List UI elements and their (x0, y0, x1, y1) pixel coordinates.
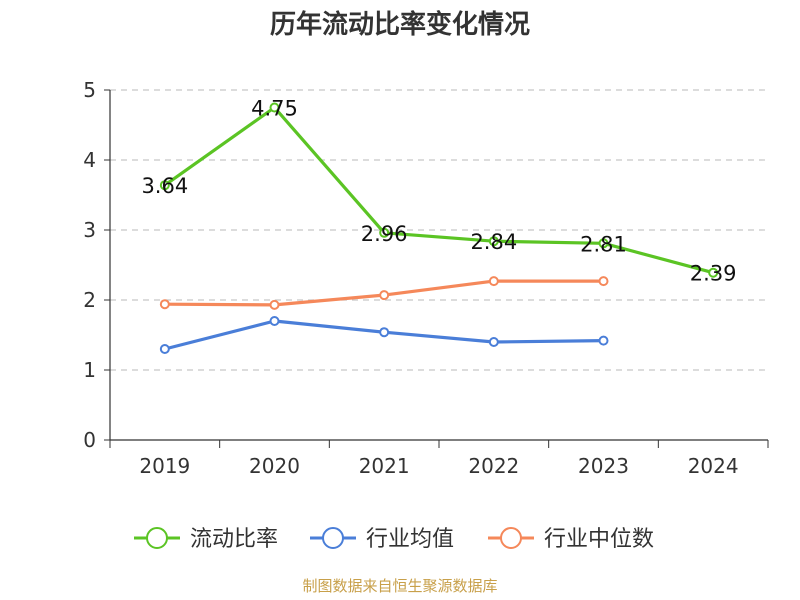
legend[interactable]: 流动比率 行业均值 行业中位数 (134, 527, 654, 552)
y-tick-label: 1 (83, 358, 96, 382)
legend-label: 行业中位数 (544, 527, 654, 552)
data-point[interactable] (708, 267, 719, 278)
x-tick-label: 2023 (578, 454, 629, 478)
data-point[interactable] (159, 299, 170, 310)
axes: 0 1 2 3 4 5 2019 2020 2021 2022 2023 2024 (83, 78, 769, 478)
x-tick-label: 2020 (249, 454, 300, 478)
y-tick-label: 5 (83, 78, 96, 102)
data-point[interactable] (269, 299, 280, 310)
data-point[interactable] (598, 238, 609, 249)
data-point[interactable] (598, 276, 609, 287)
x-tick-label: 2024 (688, 454, 739, 478)
data-point[interactable] (488, 236, 499, 247)
legend-label: 流动比率 (190, 527, 278, 552)
y-tick-label: 2 (83, 288, 96, 312)
series-3 (159, 276, 609, 310)
y-tick-label: 3 (83, 218, 96, 242)
series-2 (159, 316, 609, 354)
data-point[interactable] (488, 276, 499, 287)
legend-label: 行业均值 (366, 527, 454, 552)
legend-item[interactable]: 流动比率 (134, 527, 278, 552)
data-point[interactable] (269, 316, 280, 326)
data-label: 2.84 (470, 230, 517, 254)
data-label: 3.64 (141, 174, 188, 198)
data-point[interactable] (379, 290, 390, 301)
legend-marker (322, 527, 344, 549)
series-line (163, 105, 714, 275)
chart-title: 历年流动比率变化情况 (270, 9, 530, 40)
data-point[interactable] (269, 102, 280, 113)
data-label: 4.75 (251, 97, 298, 121)
data-point[interactable] (159, 344, 170, 354)
y-tick-label: 0 (83, 428, 96, 452)
x-tick-label: 2022 (468, 454, 519, 478)
grid-lines (110, 89, 768, 371)
data-point[interactable] (488, 337, 499, 347)
x-tick-label: 2021 (359, 454, 410, 478)
data-labels: 3.64 4.75 2.96 2.84 2.81 2.39 (141, 97, 736, 286)
data-point[interactable] (598, 335, 609, 346)
data-point[interactable] (379, 227, 390, 238)
data-point[interactable] (379, 327, 390, 338)
data-label: 2.39 (690, 262, 737, 286)
data-point[interactable] (159, 180, 170, 191)
series-layer (159, 102, 719, 354)
source-note: 制图数据来自恒生聚源数据库 (302, 577, 497, 595)
series-1 (159, 102, 719, 278)
data-label: 2.81 (580, 232, 627, 256)
legend-marker (500, 527, 522, 549)
data-label: 2.96 (361, 222, 408, 246)
x-tick-label: 2019 (139, 454, 190, 478)
y-tick-label: 4 (83, 148, 96, 172)
legend-marker (146, 527, 168, 549)
legend-item[interactable]: 行业均值 (310, 527, 454, 552)
legend-item[interactable]: 行业中位数 (488, 527, 654, 552)
